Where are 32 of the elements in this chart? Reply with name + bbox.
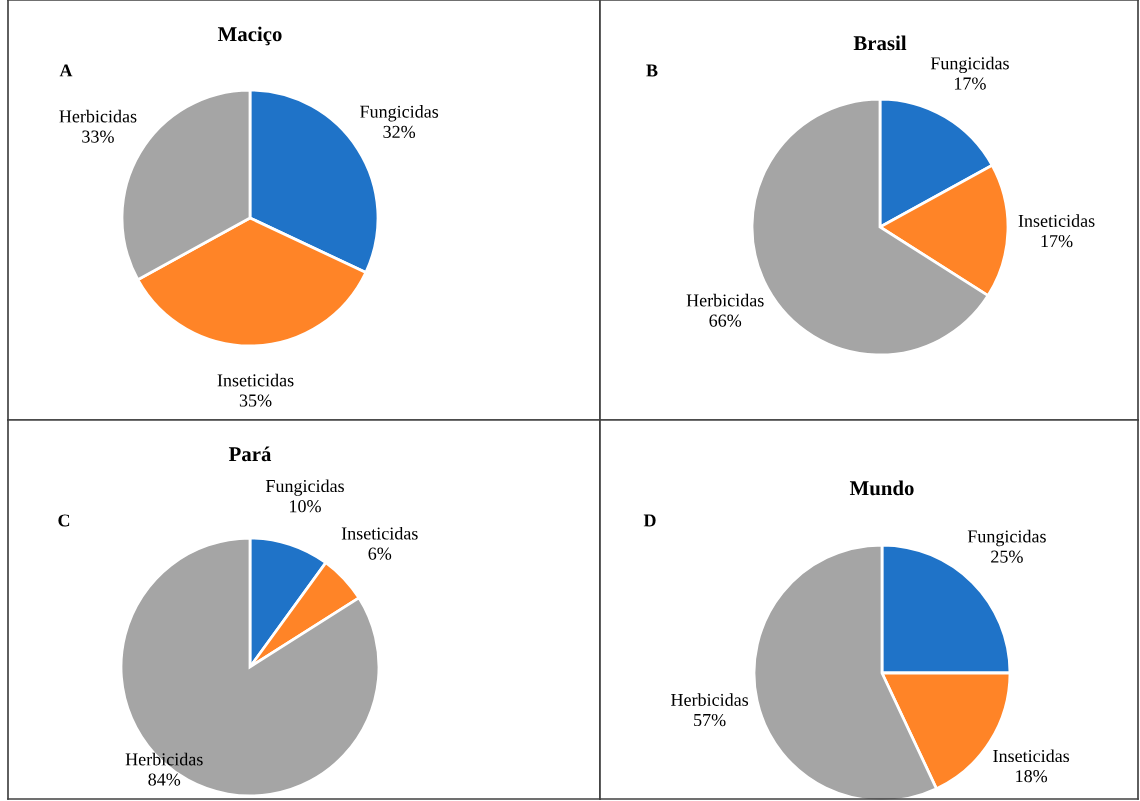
data-label: 84%: [148, 773, 181, 786]
slice-label: Inseticidas: [217, 373, 294, 387]
slice-label: Inseticidas: [1018, 214, 1095, 227]
data-label: 32%: [383, 125, 416, 139]
data-label: 17%: [954, 77, 986, 90]
text: D: [643, 514, 656, 527]
data-label: 6%: [368, 547, 392, 560]
slice-label: Inseticidas: [993, 749, 1070, 763]
chart-title: Brasil: [853, 35, 907, 51]
slice-label: Herbicidas: [671, 693, 749, 706]
text: A: [59, 64, 73, 77]
data-label: 17%: [1041, 234, 1073, 248]
chart-title: Pará: [228, 446, 272, 462]
slice-label: Fungicidas: [930, 56, 1009, 74]
slice-label: Fungicidas: [265, 479, 344, 496]
chart-title: Maciço: [217, 26, 282, 46]
data-label: 35%: [239, 394, 272, 407]
slice-label: Fungicidas: [360, 105, 439, 122]
data-label: 33%: [82, 130, 114, 143]
slice-label: Herbicidas: [59, 109, 137, 123]
chart-title: Mundo: [849, 480, 914, 496]
data-label: 57%: [694, 713, 726, 727]
slice-label: Herbicidas: [686, 293, 764, 307]
data-label: 66%: [709, 314, 742, 327]
slice-label: Inseticidas: [341, 526, 418, 540]
data-label: 18%: [1016, 770, 1048, 783]
slice-label: Fungicidas: [967, 529, 1046, 547]
slice-label: Herbicidas: [125, 752, 203, 766]
text: C: [58, 514, 70, 527]
data-label: 25%: [991, 550, 1023, 563]
text: B: [646, 64, 658, 77]
data-label: 10%: [290, 500, 321, 513]
